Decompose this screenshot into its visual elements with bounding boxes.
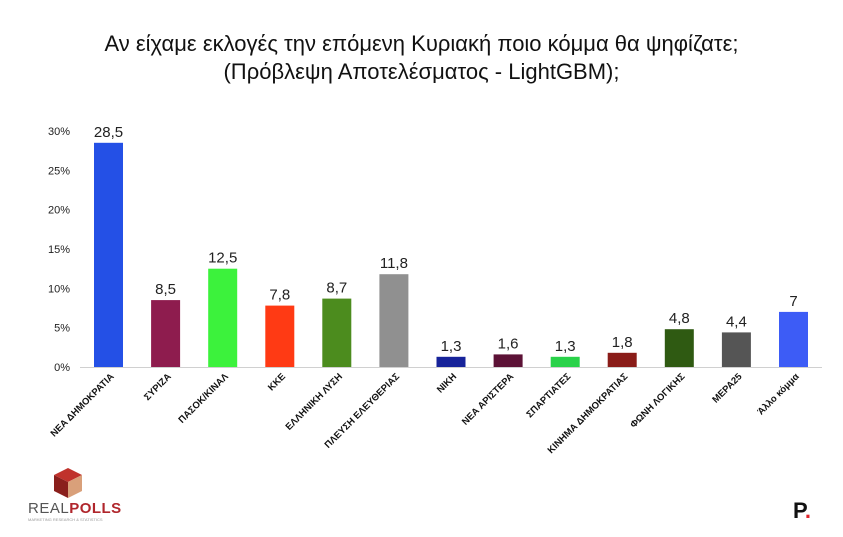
bar <box>721 332 751 367</box>
bar <box>208 268 238 367</box>
data-label: 7,8 <box>269 287 290 304</box>
bar <box>151 300 181 367</box>
x-tick-label: ΕΛΛΗΝΙΚΗ ΛΥΣΗ <box>284 371 345 432</box>
y-tick-label: 10% <box>48 283 70 295</box>
data-label: 11,8 <box>380 255 408 272</box>
data-label: 8,7 <box>326 280 347 297</box>
bar <box>493 354 523 367</box>
chart-title-line-2: (Πρόβλεψη Αποτελέσματος - LightGBM); <box>223 59 620 84</box>
realpolls-logo: REALPOLLS MARKETING RESEARCH & STATISTIC… <box>28 466 121 522</box>
data-label: 1,6 <box>498 335 519 352</box>
y-tick-label: 30% <box>48 126 70 138</box>
x-tick-label: ΣΥΡΙΖΑ <box>142 371 174 403</box>
data-label: 1,8 <box>612 334 633 351</box>
x-tick-label: ΣΠΑΡΤΙΑΤΕΣ <box>524 371 573 420</box>
x-tick-label: ΝΕΑ ΔΗΜΟΚΡΑΤΙΑ <box>49 371 117 439</box>
bar <box>322 298 352 367</box>
bar <box>779 311 808 367</box>
x-tick-label: Άλλο κόμμα <box>756 371 802 417</box>
realpolls-cube-icon <box>54 468 82 498</box>
chart-title-line-1: Αν είχαμε εκλογές την επόμενη Κυριακή πο… <box>104 31 739 56</box>
data-label: 7 <box>789 293 797 310</box>
y-tick-label: 0% <box>54 362 70 374</box>
data-label: 8,5 <box>155 281 176 298</box>
data-label: 28,5 <box>94 124 123 141</box>
bar <box>607 352 637 367</box>
p-logo: P. <box>793 498 811 523</box>
x-tick-label: ΝΙΚΗ <box>435 371 459 395</box>
data-label: 1,3 <box>555 338 576 355</box>
data-label: 1,3 <box>441 338 462 355</box>
bar <box>550 356 580 367</box>
bar <box>664 329 694 367</box>
bar <box>436 356 466 367</box>
y-tick-label: 25% <box>48 165 70 177</box>
bar <box>265 305 295 367</box>
data-label: 12,5 <box>208 250 237 267</box>
data-label: 4,4 <box>726 313 747 330</box>
realpolls-tagline: MARKETING RESEARCH & STATISTICS <box>28 517 103 522</box>
chart-title: Αν είχαμε εκλογές την επόμενη Κυριακή πο… <box>0 30 843 86</box>
x-tick-label: ΦΩΝΗ ΛΟΓΙΚΗΣ <box>628 371 687 430</box>
data-label: 4,8 <box>669 310 690 327</box>
bar <box>94 142 123 367</box>
x-tick-label: ΝΕΑ ΑΡΙΣΤΕΡΑ <box>460 371 516 427</box>
bar <box>379 274 409 367</box>
x-tick-label: ΜΕΡΑ25 <box>710 371 745 406</box>
realpolls-wordmark: REALPOLLS <box>28 500 122 517</box>
y-tick-label: 20% <box>48 205 70 217</box>
y-tick-label: 15% <box>48 244 70 256</box>
x-tick-label: ΚΚΕ <box>266 371 288 393</box>
x-tick-label: ΠΑΣΟΚ/ΚΙΝΑΛ <box>176 371 231 426</box>
y-tick-label: 5% <box>54 323 70 335</box>
